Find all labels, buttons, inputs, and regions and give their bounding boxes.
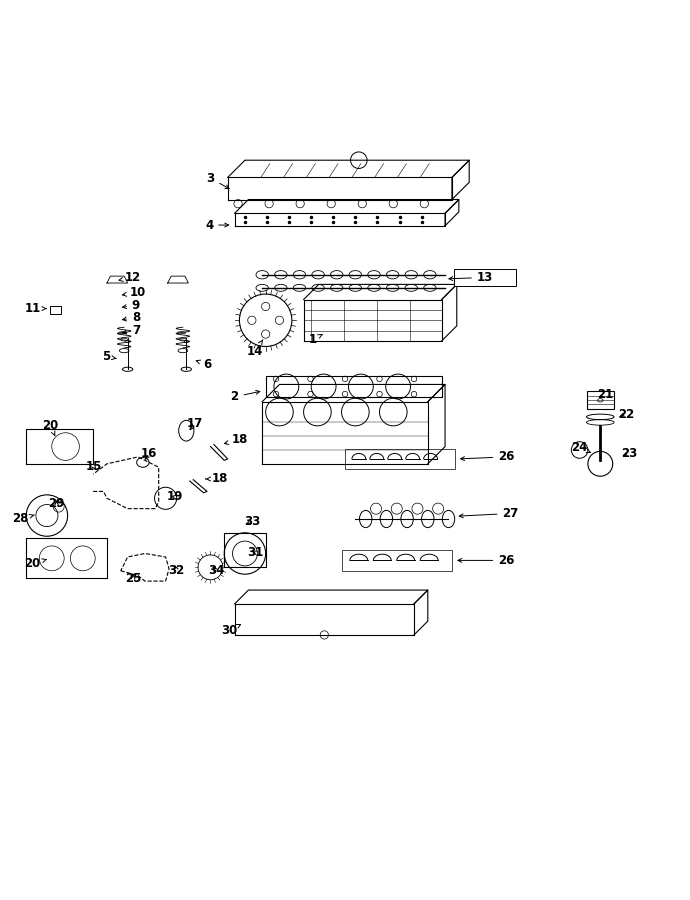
Bar bbox=[224, 533, 266, 567]
Text: 34: 34 bbox=[208, 564, 224, 577]
Text: 7: 7 bbox=[123, 324, 140, 338]
Text: 28: 28 bbox=[12, 512, 34, 526]
Text: 33: 33 bbox=[244, 516, 260, 528]
Bar bbox=[586, 392, 614, 409]
Text: 11: 11 bbox=[24, 302, 46, 315]
Text: 22: 22 bbox=[618, 408, 635, 420]
Bar bbox=[345, 448, 455, 469]
Text: 32: 32 bbox=[168, 564, 185, 577]
Text: 20: 20 bbox=[42, 419, 59, 436]
Text: 10: 10 bbox=[123, 286, 146, 299]
Text: 31: 31 bbox=[247, 545, 264, 559]
Text: 5: 5 bbox=[102, 350, 116, 364]
Text: 18: 18 bbox=[206, 472, 228, 485]
Text: 6: 6 bbox=[196, 358, 211, 371]
Text: 23: 23 bbox=[621, 447, 638, 460]
Text: 27: 27 bbox=[460, 507, 519, 520]
Text: 29: 29 bbox=[48, 498, 65, 510]
Text: 15: 15 bbox=[86, 460, 102, 473]
Text: 26: 26 bbox=[458, 554, 515, 567]
Text: 21: 21 bbox=[597, 388, 613, 401]
Text: 14: 14 bbox=[247, 339, 264, 358]
Text: 30: 30 bbox=[221, 625, 241, 637]
Text: 18: 18 bbox=[224, 433, 248, 446]
Text: 8: 8 bbox=[123, 311, 140, 324]
Bar bbox=[454, 269, 516, 286]
Text: 13: 13 bbox=[449, 271, 493, 284]
Text: 16: 16 bbox=[141, 447, 157, 460]
Text: 26: 26 bbox=[461, 450, 515, 464]
Text: 12: 12 bbox=[119, 271, 141, 284]
Text: 4: 4 bbox=[205, 219, 228, 231]
Text: 1: 1 bbox=[308, 333, 322, 346]
Text: 19: 19 bbox=[166, 491, 183, 503]
Text: 2: 2 bbox=[230, 391, 260, 403]
Text: 3: 3 bbox=[206, 172, 229, 189]
Bar bbox=[342, 550, 452, 571]
Text: 25: 25 bbox=[125, 572, 141, 585]
Text: 17: 17 bbox=[186, 418, 203, 430]
Bar bbox=[50, 306, 61, 314]
Text: 9: 9 bbox=[123, 299, 140, 311]
Text: 24: 24 bbox=[571, 441, 591, 454]
Text: 20: 20 bbox=[24, 557, 46, 571]
